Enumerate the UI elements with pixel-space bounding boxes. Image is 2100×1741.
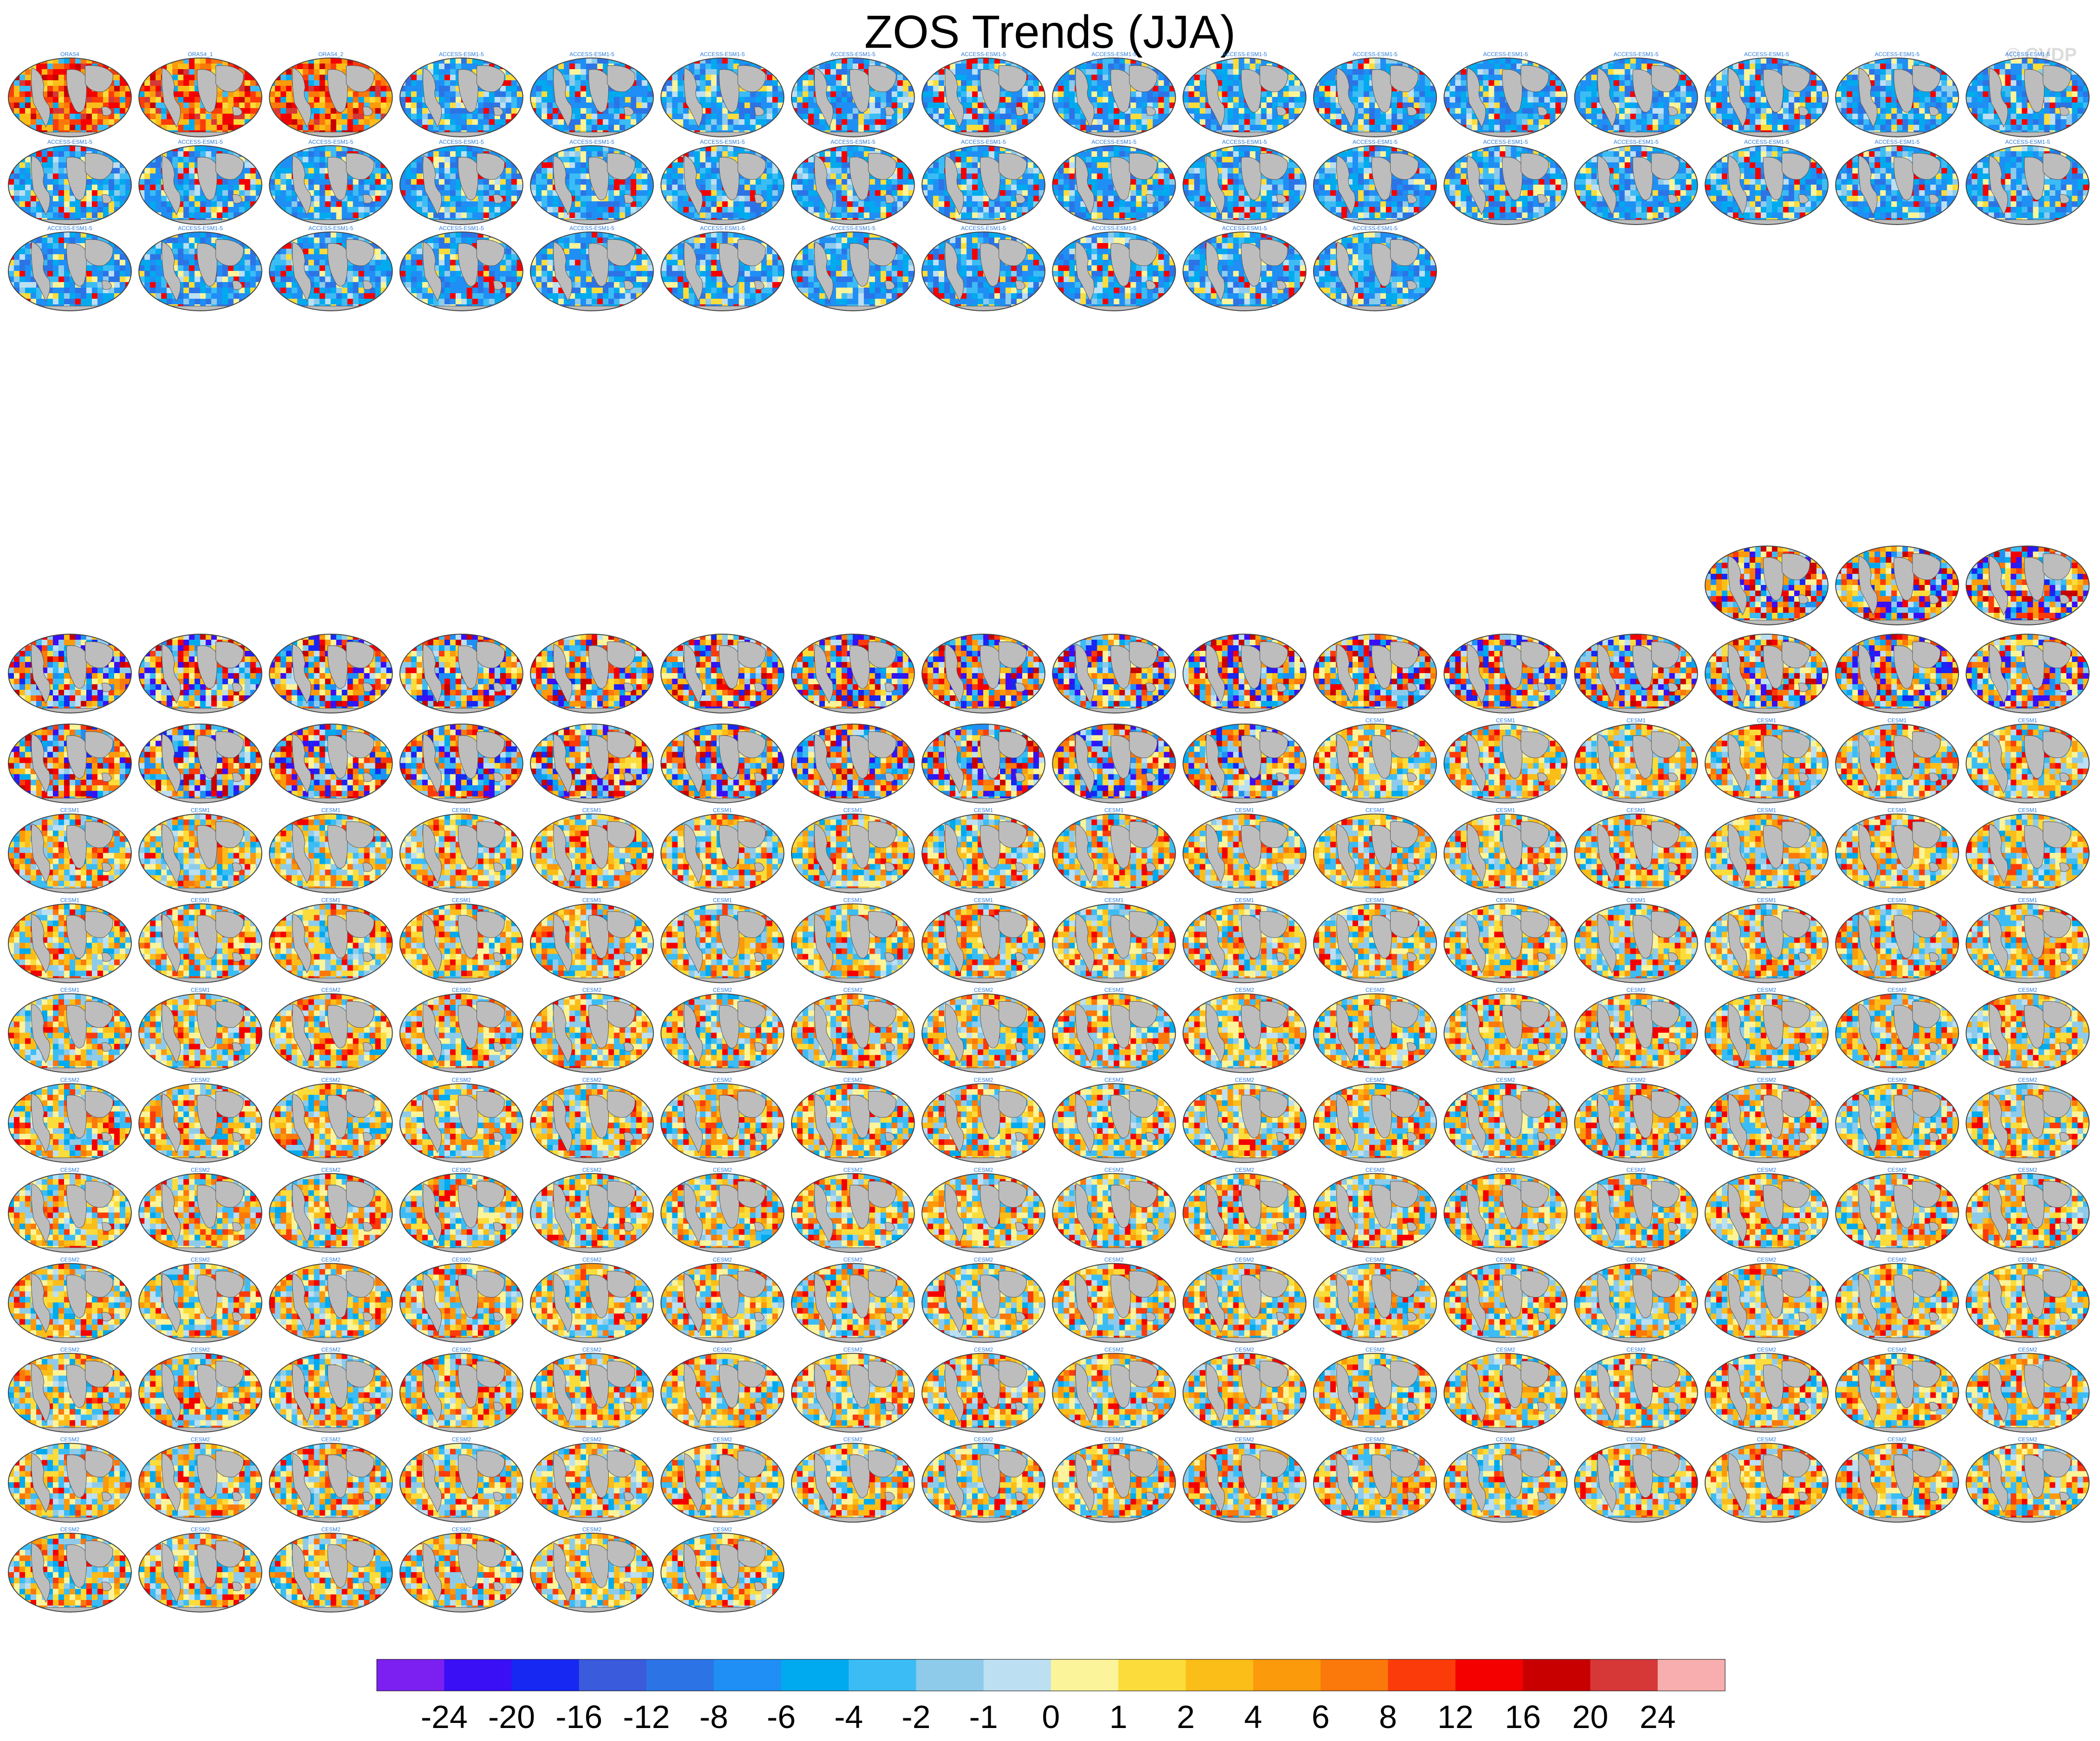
colorbar-tick-label: 1 <box>1109 1699 1127 1735</box>
colorbar-swatch <box>1658 1659 1726 1691</box>
colorbar-tick-label: 4 <box>1244 1699 1262 1735</box>
colorbar-swatch <box>1321 1659 1388 1691</box>
colorbar-swatch <box>1590 1659 1658 1691</box>
colorbar-tick-label: -16 <box>555 1699 602 1735</box>
colorbar-swatch <box>714 1659 782 1691</box>
colorbar-tick-label: -8 <box>699 1699 728 1735</box>
colorbar-swatch <box>781 1659 849 1691</box>
colorbar-swatch <box>512 1659 580 1691</box>
colorbar-tick-label: 16 <box>1505 1699 1541 1735</box>
colorbar-swatch <box>1051 1659 1119 1691</box>
colorbar-swatch <box>916 1659 984 1691</box>
colorbar-swatch <box>1388 1659 1456 1691</box>
colorbar-swatch <box>984 1659 1051 1691</box>
colorbar-swatch <box>1523 1659 1591 1691</box>
colorbar-swatch <box>377 1659 444 1691</box>
colorbar-tick-label: 12 <box>1437 1699 1474 1735</box>
colorbar-tick-label: -2 <box>902 1699 930 1735</box>
colorbar-tick-label: 8 <box>1379 1699 1397 1735</box>
colorbar-swatch <box>646 1659 714 1691</box>
colorbar-tick-label: -12 <box>623 1699 670 1735</box>
colorbar-swatch <box>1118 1659 1186 1691</box>
colorbar-tick-label: 0 <box>1042 1699 1060 1735</box>
colorbar-swatch <box>1186 1659 1254 1691</box>
colorbar-tick-label: 20 <box>1572 1699 1608 1735</box>
colorbar-tick-label: 24 <box>1640 1699 1676 1735</box>
colorbar-tick-label: -24 <box>421 1699 468 1735</box>
colorbar-swatch <box>1253 1659 1321 1691</box>
colorbar-tick-label: -6 <box>767 1699 796 1735</box>
colorbar-tick-label: 6 <box>1312 1699 1330 1735</box>
colorbar-tick-label: 2 <box>1177 1699 1195 1735</box>
colorbar-tick-label: -20 <box>488 1699 535 1735</box>
colorbar-swatch <box>849 1659 916 1691</box>
colorbar-swatch <box>1456 1659 1523 1691</box>
colorbar-tick-label: -4 <box>834 1699 863 1735</box>
colorbar-swatch <box>579 1659 647 1691</box>
colorbar-swatch <box>444 1659 512 1691</box>
colorbar-tick-label: -1 <box>969 1699 998 1735</box>
